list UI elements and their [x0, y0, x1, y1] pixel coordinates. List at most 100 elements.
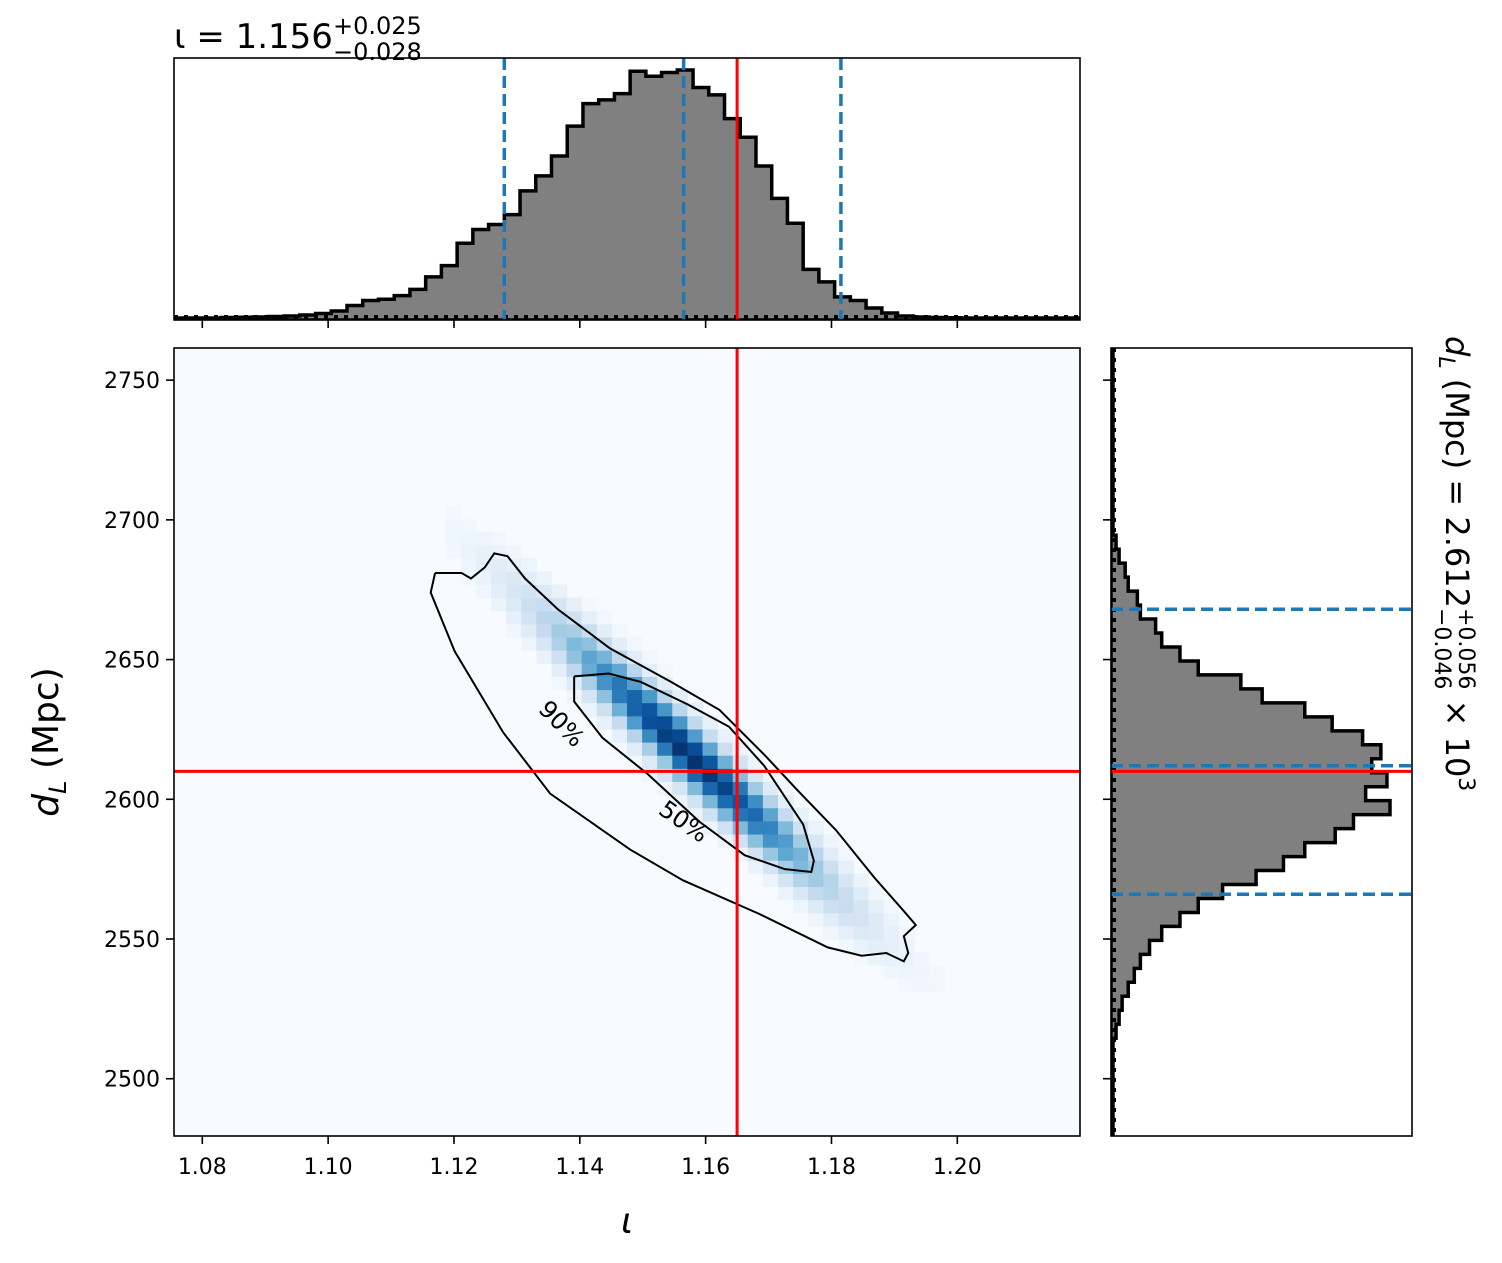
heatmap-cell [687, 742, 704, 756]
heatmap-cell [793, 886, 809, 901]
right-title: dL (Mpc) = 2.612+0.056−0.046 × 103 [1429, 336, 1478, 791]
heatmap-cell [778, 833, 794, 848]
heatmap-cell [521, 623, 537, 638]
heatmap-cell [838, 860, 855, 874]
heatmap-cell [717, 781, 734, 796]
heatmap-cell [762, 820, 779, 835]
heatmap-cell [747, 794, 764, 809]
heatmap-cell [627, 689, 643, 704]
right-histogram-outline [1111, 348, 1392, 1136]
heatmap-cell [672, 781, 688, 796]
heatmap-cell [476, 584, 492, 599]
heatmap-cell [762, 794, 779, 809]
heatmap-cell [521, 610, 537, 625]
heatmap-cell [566, 636, 583, 651]
heatmap-cell [521, 636, 537, 651]
heatmap-cell [672, 715, 688, 730]
heatmap-cell [551, 676, 568, 691]
x-axis-ticks: 1.08 1.10 1.12 1.14 1.16 1.18 1.20 [178, 1136, 982, 1180]
heatmap-cell [702, 781, 719, 796]
heatmap-cell [642, 742, 658, 756]
heatmap-cell [687, 728, 704, 743]
heatmap-cell [687, 715, 704, 730]
heatmap-cell [838, 847, 855, 861]
heatmap-cell [732, 820, 749, 835]
heatmap-cell [521, 558, 537, 572]
heatmap-cell [581, 702, 598, 717]
heatmap-cell [521, 597, 537, 612]
top-histogram [174, 68, 1080, 320]
heatmap-cell [808, 820, 824, 835]
heatmap-cell [898, 978, 915, 993]
heatmap-cell [611, 728, 628, 743]
heatmap-cell [566, 663, 583, 677]
heatmap-cell [611, 702, 628, 717]
heatmap-cell [883, 952, 900, 966]
heatmap-cell [732, 807, 749, 822]
y-tick-label: 2500 [104, 1068, 160, 1093]
heatmap-cell [551, 584, 568, 599]
heatmap-cell [853, 873, 870, 888]
right-marginal-panel: dL (Mpc) = 2.612+0.056−0.046 × 103 [1103, 336, 1478, 1137]
heatmap-cell [642, 728, 658, 743]
heatmap-cell [747, 781, 764, 796]
heatmap-cell [672, 728, 688, 743]
joint-panel-frame [173, 347, 1081, 1137]
heatmap-cell [717, 728, 734, 743]
heatmap-cell [687, 781, 704, 796]
heatmap-cell [762, 833, 779, 848]
heatmap-cell [657, 663, 673, 677]
heatmap-cell [611, 623, 628, 638]
heatmap-cell [868, 899, 885, 914]
heatmap-cell [657, 755, 673, 769]
heatmap-cell [702, 820, 719, 835]
y-axis-ticks: 2500 2550 2600 2650 2700 2750 [104, 369, 174, 1093]
heatmap-cell [476, 571, 492, 585]
heatmap-cell [581, 676, 598, 691]
heatmap-cell [778, 807, 794, 822]
heatmap-cell [883, 912, 900, 927]
heatmap-cell [823, 833, 839, 848]
heatmap-cell [808, 899, 824, 914]
top-histogram-fill [174, 70, 1080, 320]
heatmap-cell [808, 912, 824, 927]
heatmap-cell [898, 952, 915, 966]
heatmap-cell [808, 833, 824, 848]
heatmap-cell [747, 833, 764, 848]
heatmap-cell [732, 742, 749, 756]
heatmap-cell [611, 689, 628, 704]
heatmap-cell [521, 584, 537, 599]
x-tick-label: 1.16 [681, 1155, 730, 1180]
heatmap-cell [476, 545, 492, 559]
heatmap-cell [778, 873, 794, 888]
heatmap-cell [536, 636, 553, 651]
heatmap-cell [883, 899, 900, 914]
heatmap-cell [778, 886, 794, 901]
heatmap-cell [460, 518, 477, 533]
right-reference-lines [1111, 607, 1412, 897]
heatmap-cell [823, 847, 839, 861]
heatmap-cell [793, 833, 809, 848]
heatmap-cell [506, 623, 522, 638]
right-panel-frame [1110, 347, 1413, 1137]
heatmap-cell [702, 794, 719, 809]
right-histogram [1111, 348, 1392, 1136]
heatmap-cell [762, 847, 779, 861]
heatmap-cell [747, 860, 764, 874]
heatmap-cell [702, 807, 719, 822]
heatmap-cell [627, 663, 643, 677]
heatmap-cell [627, 702, 643, 717]
heatmap-cell [476, 531, 492, 546]
heatmap-cell [823, 925, 839, 940]
heatmap-cell [868, 925, 885, 940]
heatmap-cell [913, 978, 930, 993]
heatmap-cell [491, 558, 507, 572]
heatmap-cell [460, 558, 477, 572]
heatmap-cell [823, 860, 839, 874]
y-tick-label: 2550 [104, 928, 160, 953]
heatmap-cell [913, 965, 930, 979]
heatmap-cell [506, 584, 522, 599]
heatmap-cell [672, 794, 688, 809]
y-axis-label: dL (Mpc) [26, 667, 72, 816]
